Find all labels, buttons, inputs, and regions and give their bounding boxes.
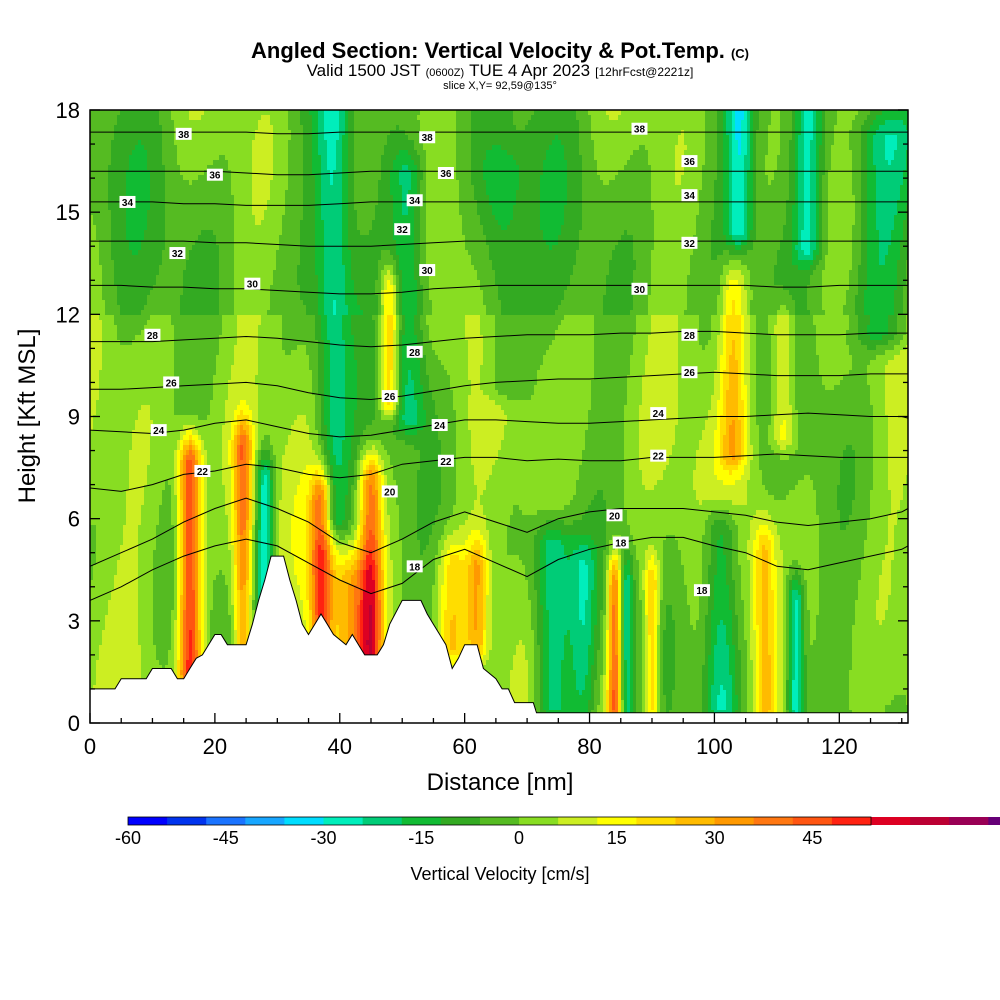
slice-label: slice X,Y= 92,59@135° [443,80,557,92]
contour-label-20: 20 [609,511,621,522]
colorbar-tick-label: -15 [408,828,434,848]
x-tick-label: 60 [452,734,476,759]
chart-title-mark: (C) [731,46,749,61]
subtitle-date: TUE 4 Apr 2023 [469,61,590,80]
x-tick-label: 100 [696,734,733,759]
contour-label-24: 24 [434,421,446,432]
x-tick-label: 20 [203,734,227,759]
colorbar-tick-label: -60 [115,828,141,848]
contour-label-36: 36 [684,157,696,168]
contour-label-30: 30 [247,280,259,291]
colorbar-swatch [128,817,168,825]
colorbar-tick-label: -45 [213,828,239,848]
colorbar-swatch [480,817,520,825]
subtitle-forecast: [12hrFcst@2221z] [595,65,693,79]
contour-label-18: 18 [615,539,627,550]
contour-label-26: 26 [684,368,696,379]
colorbar-swatch [324,817,364,825]
colorbar-swatch [636,817,676,825]
colorbar-tick-label: -30 [311,828,337,848]
chart-title-group: Angled Section: Vertical Velocity & Pot.… [251,38,749,63]
colorbar-swatch [871,817,911,825]
contour-label-20: 20 [384,487,396,498]
colorbar-tick-label: 45 [802,828,822,848]
colorbar-swatch [832,817,872,825]
subtitle-utc: (0600Z) [426,67,465,79]
colorbar-swatch [441,817,481,825]
x-tick-label: 80 [577,734,601,759]
y-tick-label: 3 [68,609,80,634]
subtitle-valid: Valid 1500 JST [307,61,421,80]
contour-label-38: 38 [634,125,646,136]
contour-label-28: 28 [409,348,421,359]
contour-label-24: 24 [153,426,165,437]
colorbar-swatch [206,817,246,825]
y-tick-label: 15 [56,200,80,225]
contour-label-18: 18 [409,562,421,573]
colorbar-swatch [675,817,715,825]
chart-title: Angled Section: Vertical Velocity & Pot.… [251,38,725,63]
y-tick-label: 0 [68,711,80,736]
colorbar-swatch [597,817,637,825]
contour-label-22: 22 [197,467,209,478]
chart-subtitle: Valid 1500 JST (0600Z) TUE 4 Apr 2023 [12hr… [307,61,694,80]
contour-label-34: 34 [409,196,421,207]
y-tick-label: 18 [56,98,80,123]
colorbar-swatch [167,817,207,825]
x-tick-label: 0 [84,734,96,759]
colorbar-title: Vertical Velocity [cm/s] [410,864,589,884]
vertical-section-chart: Angled Section: Vertical Velocity & Pot.… [0,0,1000,1000]
colorbar-swatch [363,817,403,825]
contour-label-36: 36 [440,169,452,180]
contour-label-18: 18 [696,586,708,597]
contour-label-24: 24 [653,409,665,420]
x-axis-title: Distance [nm] [427,769,574,796]
colorbar-swatch [910,817,950,825]
contour-label-22: 22 [440,457,452,468]
contour-label-38: 38 [178,130,190,141]
y-tick-label: 9 [68,405,80,430]
colorbar-swatch [284,817,324,825]
colorbar-swatch [793,817,833,825]
colorbar-tick-label: 30 [705,828,725,848]
colorbar-tick-label: 0 [514,828,524,848]
x-tick-label: 120 [821,734,858,759]
contour-label-32: 32 [684,239,696,250]
contour-label-32: 32 [397,225,409,236]
contour-label-32: 32 [172,249,184,260]
contour-label-26: 26 [384,392,396,403]
colorbar: -60 -45 -30 -15 0 15 30 45 [115,817,1000,848]
contour-label-38: 38 [422,133,434,144]
contour-label-34: 34 [122,198,134,209]
contour-label-34: 34 [684,191,696,202]
colorbar-swatch [245,817,285,825]
contour-label-30: 30 [634,285,646,296]
colorbar-swatch [402,817,442,825]
x-tick-label: 40 [328,734,352,759]
colorbar-tick-label: 15 [607,828,627,848]
colorbar-swatch [949,817,989,825]
contour-label-28: 28 [147,331,159,342]
contour-label-28: 28 [684,331,696,342]
y-tick-label: 6 [68,507,80,532]
contour-label-30: 30 [422,266,434,277]
colorbar-swatch [519,817,559,825]
colorbar-swatch [558,817,598,825]
contour-label-22: 22 [653,452,665,463]
y-axis-title: Height [Kft MSL] [14,329,41,504]
contour-label-26: 26 [166,378,178,389]
contour-label-36: 36 [209,171,221,182]
colorbar-swatch [754,817,794,825]
y-tick-label: 12 [56,302,80,327]
colorbar-swatch [988,817,1000,825]
colorbar-swatch [715,817,755,825]
